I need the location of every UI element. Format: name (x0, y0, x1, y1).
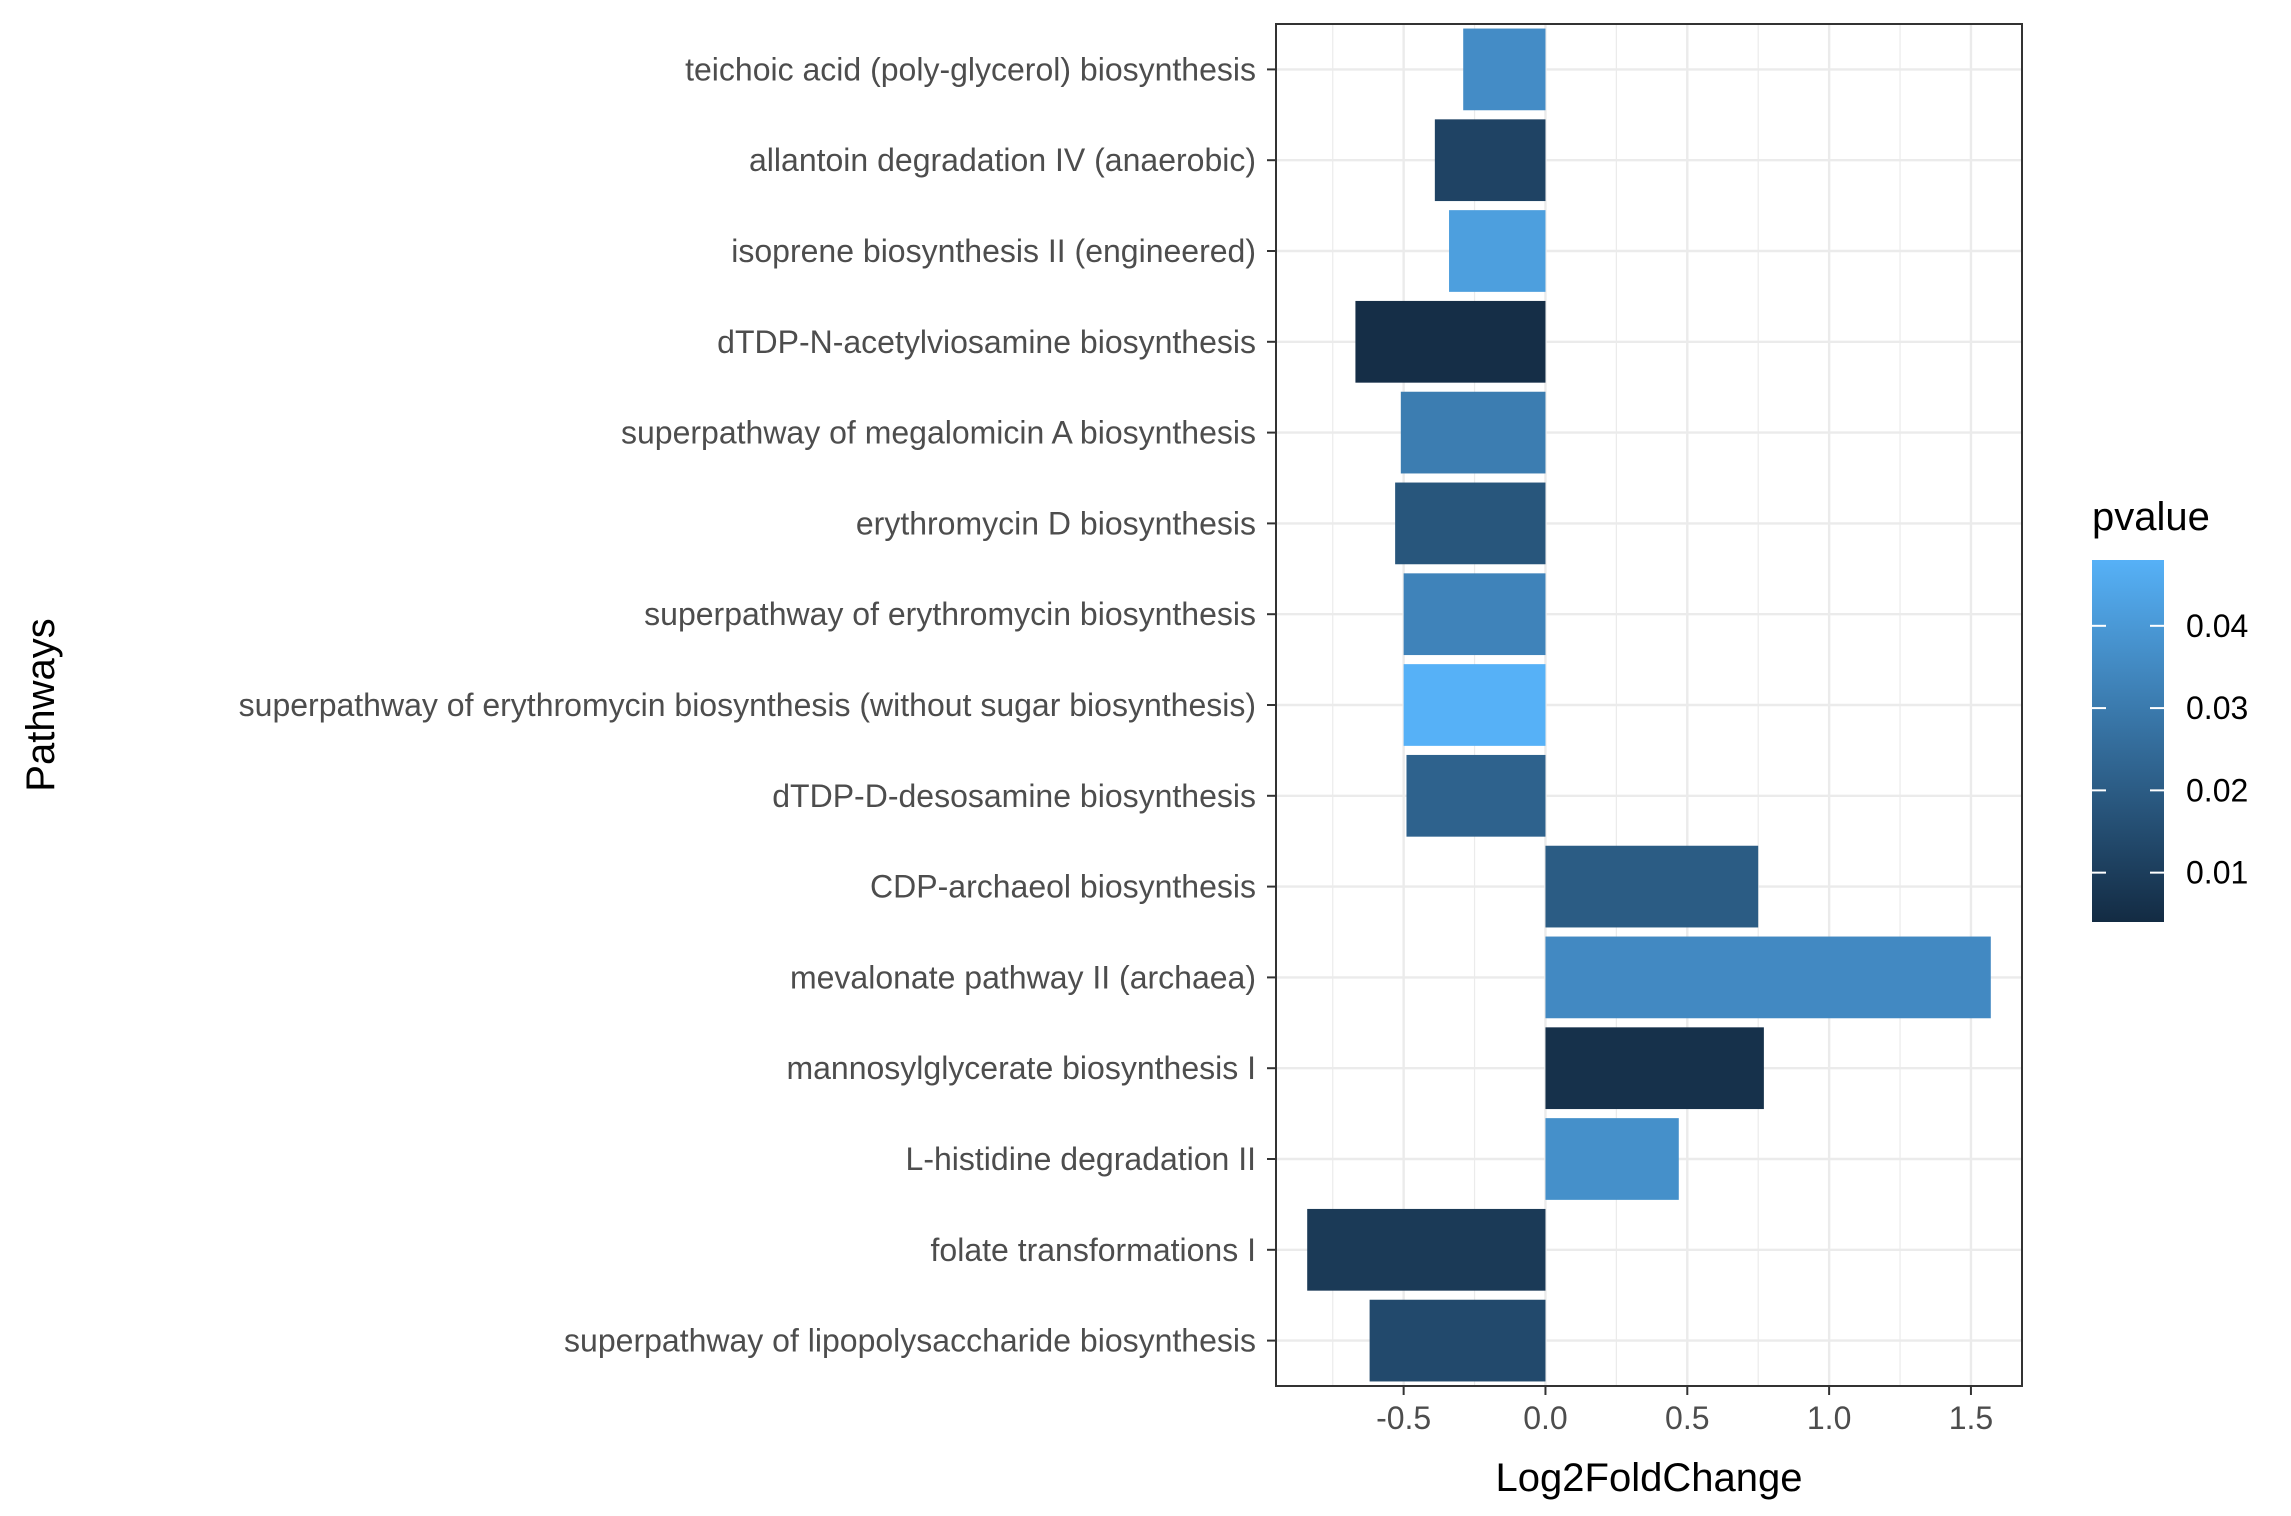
x-tick-label: 1.0 (1807, 1400, 1851, 1436)
bar (1400, 391, 1546, 474)
y-tick-label: mannosylglycerate biosynthesis I (786, 1050, 1256, 1086)
y-tick-label: folate transformations I (931, 1232, 1256, 1268)
x-axis: -0.5 0.0 0.5 1.0 1.5 (1376, 1386, 1993, 1436)
y-tick-label: dTDP-D-desosamine biosynthesis (772, 778, 1256, 814)
legend-title: pvalue (2092, 495, 2210, 539)
bar (1434, 119, 1546, 202)
bar (1395, 482, 1546, 565)
y-tick-label: teichoic acid (poly-glycerol) biosynthes… (685, 51, 1256, 87)
legend-tick-label: 0.02 (2186, 772, 2248, 808)
y-tick-label: L-histidine degradation II (906, 1141, 1256, 1177)
x-tick-label: 0.5 (1665, 1400, 1709, 1436)
x-tick-label: 0.0 (1523, 1400, 1567, 1436)
legend-tick-label: 0.04 (2186, 608, 2248, 644)
legend: pvalue 0.01 0.02 0.03 0.04 (2092, 495, 2248, 922)
bar (1403, 664, 1546, 746)
y-tick-label: dTDP-N-acetylviosamine biosynthesis (717, 324, 1256, 360)
y-tick-label: CDP-archaeol biosynthesis (870, 869, 1256, 905)
y-tick-label: superpathway of erythromycin biosynthesi… (644, 596, 1256, 632)
y-tick-label: mevalonate pathway II (archaea) (790, 959, 1256, 995)
bar (1545, 936, 1991, 1019)
y-axis: teichoic acid (poly-glycerol) biosynthes… (239, 51, 1276, 1359)
x-axis-title: Log2FoldChange (1496, 1456, 1803, 1500)
bar (1403, 573, 1546, 656)
y-tick-label: superpathway of lipopolysaccharide biosy… (564, 1323, 1256, 1359)
y-tick-label: isoprene biosynthesis II (engineered) (731, 233, 1256, 269)
y-tick-label: superpathway of megalomicin A biosynthes… (621, 415, 1256, 451)
bar (1545, 845, 1759, 928)
bar (1307, 1208, 1546, 1291)
legend-tick-label: 0.03 (2186, 690, 2248, 726)
legend-ticks: 0.01 0.02 0.03 0.04 (2092, 608, 2248, 891)
y-tick-label: erythromycin D biosynthesis (856, 505, 1256, 541)
bar (1463, 28, 1546, 111)
bar (1406, 754, 1546, 837)
bar (1545, 1118, 1679, 1200)
x-tick-label: 1.5 (1949, 1400, 1993, 1436)
bar (1369, 1299, 1546, 1382)
colorbar (2092, 560, 2164, 922)
bar (1449, 210, 1546, 292)
y-axis-title: Pathways (19, 618, 63, 791)
bar (1355, 300, 1546, 383)
legend-tick-label: 0.01 (2186, 855, 2248, 891)
y-tick-label: superpathway of erythromycin biosynthesi… (239, 687, 1256, 723)
x-tick-label: -0.5 (1376, 1400, 1431, 1436)
bars-layer (1307, 28, 1991, 1382)
bar (1545, 1027, 1764, 1110)
y-tick-label: allantoin degradation IV (anaerobic) (749, 142, 1256, 178)
